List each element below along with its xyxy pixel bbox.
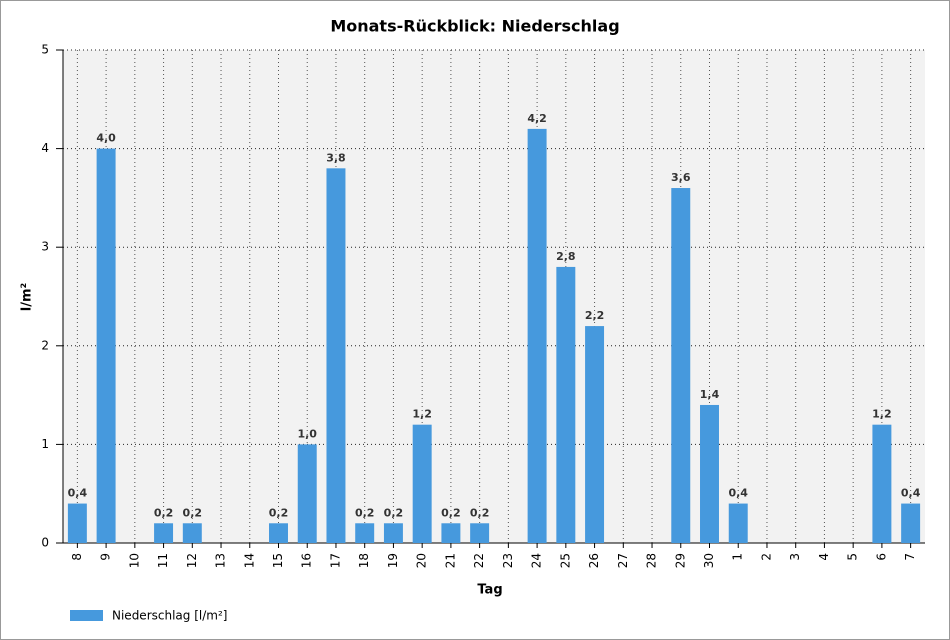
bar <box>441 523 461 543</box>
x-tick-label: 18 <box>357 553 371 568</box>
x-tick-label: 13 <box>214 553 228 568</box>
x-tick-label: 2 <box>759 553 773 561</box>
x-tick-label: 11 <box>156 553 170 568</box>
y-axis-title: l/m² <box>20 283 35 311</box>
bar <box>700 404 719 543</box>
x-tick-label: 21 <box>443 553 457 568</box>
x-tick-label: 17 <box>328 553 342 568</box>
value-label: 1,2 <box>872 408 892 421</box>
bar <box>901 503 921 543</box>
chart-title: Monats-Rückblick: Niederschlag <box>330 17 619 36</box>
value-label: 0,2 <box>384 506 404 519</box>
x-tick-label: 12 <box>185 553 199 568</box>
x-tick-label: 29 <box>673 553 687 568</box>
y-tick-label: 4 <box>41 141 49 155</box>
x-tick-label: 23 <box>501 553 515 568</box>
bar <box>671 188 691 544</box>
x-tick-label: 19 <box>386 553 400 568</box>
value-label: 3,8 <box>326 151 346 164</box>
value-label: 1,2 <box>412 408 432 421</box>
x-tick-label: 25 <box>558 553 572 568</box>
legend-swatch <box>70 610 103 621</box>
y-tick-label: 0 <box>41 536 49 550</box>
bar <box>182 523 202 543</box>
bar <box>412 424 432 543</box>
value-label: 0,4 <box>901 487 921 500</box>
bar <box>585 326 605 543</box>
x-axis-title: Tag <box>477 583 502 598</box>
x-tick-label: 3 <box>788 553 802 561</box>
bar <box>470 523 490 543</box>
x-tick-label: 30 <box>702 553 716 568</box>
value-label: 4,2 <box>527 112 547 125</box>
x-tick-label: 4 <box>817 553 831 561</box>
x-tick-label: 20 <box>415 553 429 568</box>
value-label: 4,0 <box>96 132 116 145</box>
value-label: 0,2 <box>183 506 203 519</box>
bar <box>383 523 403 543</box>
bar <box>96 148 116 543</box>
value-label: 1,4 <box>700 388 720 401</box>
x-tick-label: 28 <box>645 553 659 568</box>
x-tick-label: 10 <box>127 553 141 568</box>
bar <box>67 503 87 543</box>
y-tick-label: 1 <box>41 437 49 451</box>
plot-area <box>63 50 925 543</box>
value-label: 3,6 <box>671 171 691 184</box>
bar <box>728 503 748 543</box>
bar <box>556 266 576 543</box>
x-tick-label: 5 <box>846 553 860 561</box>
bar <box>269 523 288 543</box>
value-label: 0,2 <box>470 506 490 519</box>
x-tick-label: 1 <box>731 553 745 561</box>
legend-label: Niederschlag [l/m²] <box>112 609 227 623</box>
value-label: 2,2 <box>585 309 605 322</box>
value-label: 0,2 <box>154 506 174 519</box>
x-tick-label: 9 <box>99 553 113 561</box>
y-tick-label: 3 <box>41 240 49 254</box>
value-label: 0,2 <box>269 506 289 519</box>
bar <box>527 128 547 543</box>
x-tick-label: 24 <box>530 553 544 568</box>
x-tick-label: 27 <box>616 553 630 568</box>
x-tick-label: 22 <box>472 553 486 568</box>
x-tick-label: 8 <box>70 553 84 561</box>
bar <box>326 168 346 543</box>
bar <box>154 523 174 543</box>
x-tick-label: 7 <box>903 553 917 561</box>
y-tick-label: 2 <box>41 338 49 352</box>
value-label: 2,8 <box>556 250 576 263</box>
value-label: 0,2 <box>355 506 375 519</box>
x-tick-label: 15 <box>271 553 285 568</box>
x-tick-label: 16 <box>300 553 314 568</box>
x-tick-label: 6 <box>874 553 888 561</box>
y-tick-label: 5 <box>41 43 49 57</box>
bar <box>355 523 375 543</box>
bar <box>872 424 892 543</box>
value-label: 1,0 <box>297 427 317 440</box>
value-label: 0,2 <box>441 506 461 519</box>
value-label: 0,4 <box>68 487 88 500</box>
x-tick-label: 26 <box>587 553 601 568</box>
value-label: 0,4 <box>728 487 748 500</box>
bar <box>297 444 317 543</box>
x-tick-label: 14 <box>242 553 256 568</box>
